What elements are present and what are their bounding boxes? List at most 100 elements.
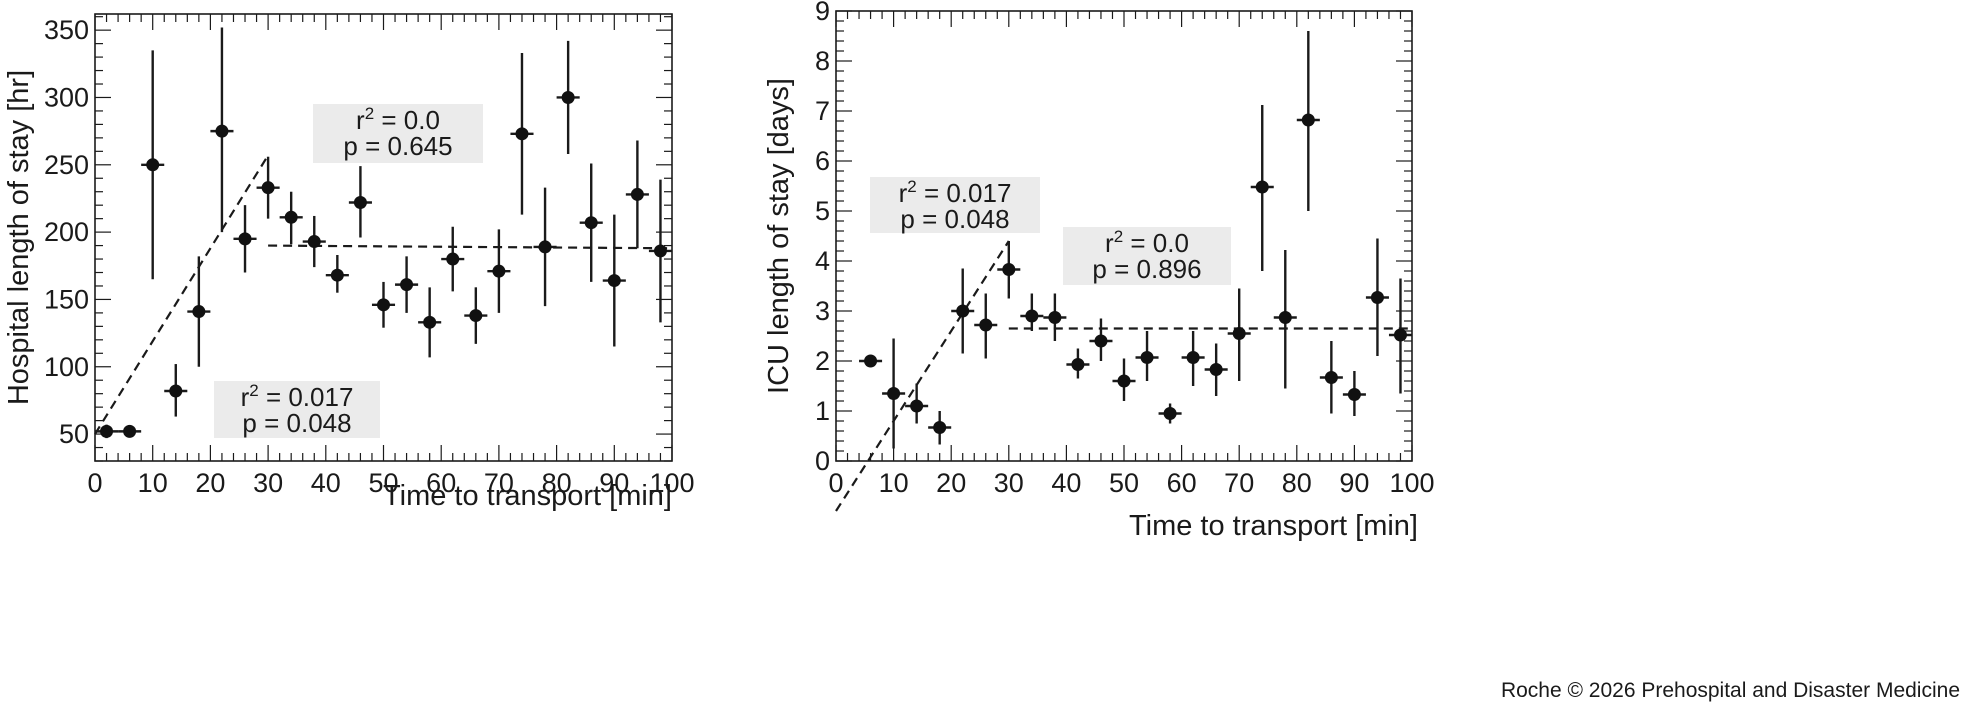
x-tick-label: 10 bbox=[879, 468, 909, 498]
data-marker bbox=[1094, 334, 1108, 348]
data-point bbox=[1342, 371, 1366, 416]
y-axis-title: ICU length of stay [days] bbox=[763, 78, 795, 394]
data-marker bbox=[1347, 388, 1361, 401]
data-point bbox=[1319, 341, 1343, 414]
data-marker bbox=[1255, 180, 1269, 194]
annotation-box bbox=[214, 381, 380, 438]
data-point bbox=[487, 229, 511, 313]
x-tick-label: 50 bbox=[368, 468, 398, 498]
y-tick-label: 100 bbox=[44, 352, 89, 382]
x-tick-label: 100 bbox=[1389, 468, 1434, 498]
data-marker bbox=[630, 187, 644, 201]
y-tick-label: 250 bbox=[44, 150, 89, 180]
data-marker bbox=[1370, 291, 1384, 304]
x-tick-label: 60 bbox=[426, 468, 456, 498]
y-tick-label: 3 bbox=[815, 296, 830, 326]
data-marker bbox=[561, 90, 575, 104]
data-point bbox=[1158, 403, 1182, 424]
data-marker bbox=[1301, 113, 1315, 127]
x-tick-label: 60 bbox=[1167, 468, 1197, 498]
r-squared-label: r2 = 0.017 bbox=[899, 177, 1012, 208]
data-marker bbox=[1163, 407, 1177, 420]
data-marker bbox=[584, 216, 598, 230]
data-point bbox=[1365, 238, 1389, 356]
data-point bbox=[279, 191, 303, 245]
data-point bbox=[233, 205, 257, 273]
data-point bbox=[905, 383, 929, 424]
data-marker bbox=[1232, 327, 1246, 340]
x-tick-label: 50 bbox=[1109, 468, 1139, 498]
r-squared-label: r2 = 0.017 bbox=[241, 381, 354, 412]
data-point bbox=[95, 424, 119, 439]
data-point bbox=[1273, 250, 1297, 389]
data-marker bbox=[1324, 371, 1338, 384]
r-squared-label: r2 = 0.0 bbox=[1105, 227, 1189, 258]
p-value-label: p = 0.645 bbox=[343, 131, 452, 161]
data-marker bbox=[1048, 311, 1062, 324]
x-tick-label: 70 bbox=[484, 468, 514, 498]
annotation-box bbox=[1063, 227, 1231, 285]
x-tick-label: 80 bbox=[542, 468, 572, 498]
fit-line bbox=[268, 244, 673, 250]
x-tick-label: 40 bbox=[1051, 468, 1081, 498]
data-point bbox=[210, 27, 234, 233]
data-marker bbox=[284, 210, 298, 224]
data-point bbox=[974, 293, 998, 359]
x-tick-label: 40 bbox=[311, 468, 341, 498]
y-tick-label: 350 bbox=[44, 15, 89, 45]
x-tick-label: 30 bbox=[994, 468, 1024, 498]
data-point bbox=[1043, 293, 1067, 341]
annotation-box bbox=[313, 104, 483, 163]
y-tick-label: 0 bbox=[815, 446, 830, 476]
y-tick-label: 50 bbox=[59, 419, 89, 449]
data-point bbox=[441, 226, 465, 292]
data-point bbox=[533, 187, 557, 307]
y-tick-label: 4 bbox=[815, 246, 830, 276]
data-marker bbox=[910, 399, 924, 413]
y-tick-label: 2 bbox=[815, 346, 830, 376]
y-tick-label: 6 bbox=[815, 146, 830, 176]
data-point bbox=[302, 215, 326, 268]
data-point bbox=[1227, 288, 1251, 381]
data-marker bbox=[307, 235, 321, 249]
data-marker bbox=[377, 298, 390, 312]
data-marker bbox=[538, 240, 552, 254]
x-tick-label: 100 bbox=[649, 468, 694, 498]
x-tick-label: 10 bbox=[138, 468, 168, 498]
data-marker bbox=[653, 244, 667, 258]
data-marker bbox=[492, 264, 506, 278]
data-point bbox=[1388, 278, 1412, 394]
data-marker bbox=[515, 127, 529, 141]
y-tick-label: 300 bbox=[44, 82, 89, 112]
x-tick-label: 0 bbox=[87, 468, 102, 498]
y-tick-label: 9 bbox=[815, 0, 830, 26]
x-tick-label: 0 bbox=[828, 468, 843, 498]
data-marker bbox=[192, 305, 206, 319]
data-marker bbox=[238, 232, 252, 246]
data-point bbox=[464, 287, 488, 344]
data-point bbox=[1066, 348, 1090, 379]
data-marker bbox=[169, 384, 183, 398]
data-point bbox=[928, 411, 952, 445]
data-marker bbox=[215, 124, 229, 138]
data-marker bbox=[100, 424, 114, 438]
y-axis-title: Hospital length of stay [hr] bbox=[3, 70, 35, 405]
data-point bbox=[256, 156, 280, 219]
data-marker bbox=[864, 354, 878, 368]
fit-annotation: r2 = 0.0p = 0.896 bbox=[1063, 227, 1231, 285]
x-tick-label: 30 bbox=[253, 468, 283, 498]
y-tick-label: 8 bbox=[815, 46, 830, 76]
data-point bbox=[1089, 318, 1113, 361]
data-marker bbox=[423, 315, 437, 329]
data-point bbox=[1181, 331, 1205, 386]
r-squared-label: r2 = 0.0 bbox=[356, 104, 440, 135]
data-marker bbox=[1209, 363, 1223, 376]
data-marker bbox=[353, 195, 367, 209]
data-marker bbox=[1117, 374, 1131, 388]
p-value-label: p = 0.048 bbox=[242, 408, 351, 438]
data-marker bbox=[1186, 351, 1200, 364]
data-marker bbox=[330, 268, 344, 282]
